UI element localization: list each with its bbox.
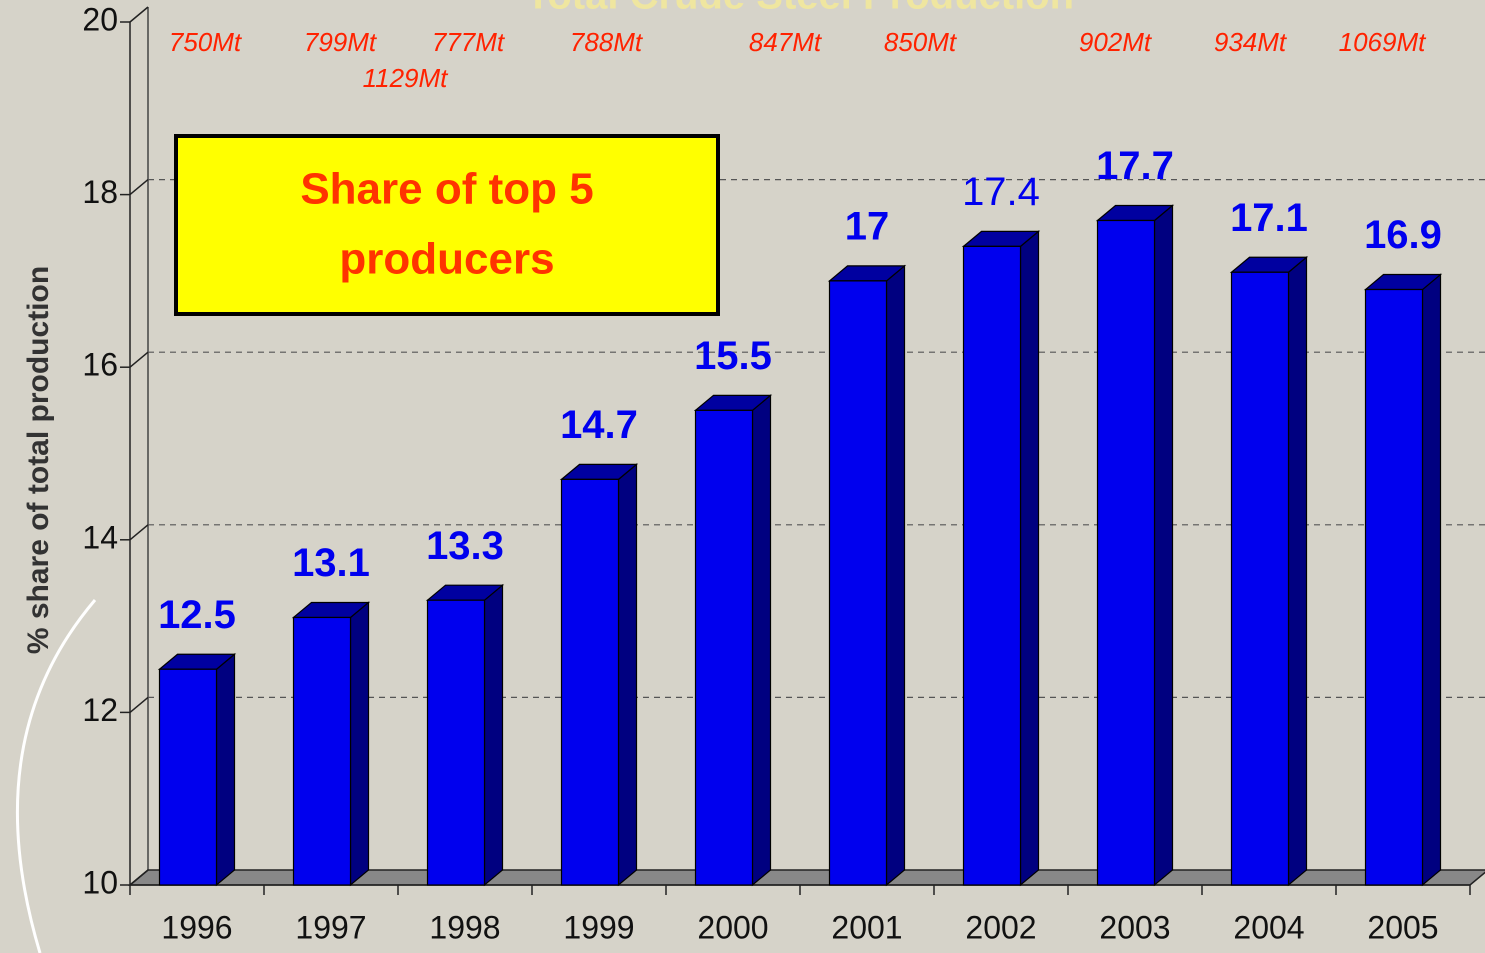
y-axis-label: % share of total production: [22, 266, 55, 654]
x-tick-label: 2001: [831, 909, 902, 945]
value-label: 13.3: [426, 524, 504, 568]
bar: [828, 280, 888, 886]
bar: [1230, 271, 1290, 886]
bar: [426, 599, 486, 886]
x-tick-label: 2002: [965, 909, 1036, 945]
plot: 10 12 14 16 18 20 1996 12.5 1997 13.1 1998 13.3 1999…: [82, 1, 1485, 945]
y-tick-label: 16: [82, 347, 118, 383]
annotation: 1069Mt: [1339, 27, 1427, 57]
value-label: 13.1: [292, 541, 370, 585]
bar: [1096, 219, 1156, 886]
y-tick-depth: [129, 351, 149, 368]
annotation: 788Mt: [570, 27, 644, 57]
y-tick-label: 20: [82, 1, 118, 37]
y-tick-depth: [129, 869, 149, 886]
annotation: 1129Mt: [363, 63, 450, 93]
x-tick-label: 1999: [563, 909, 634, 945]
bar-side: [1153, 204, 1174, 887]
y-tick-label: 12: [82, 692, 118, 728]
x-tick-label: 2004: [1233, 909, 1304, 945]
chart-title: Total Crude Steel Production: [526, 0, 1074, 18]
x-tick-label: 1997: [295, 909, 366, 945]
value-label: 17.7: [1096, 144, 1174, 188]
value-label: 15.5: [694, 334, 772, 378]
y-tick-depth: [129, 696, 149, 713]
bar: [158, 668, 218, 886]
value-label: 12.5: [158, 593, 236, 637]
box-text: producers: [339, 235, 554, 284]
decoration: [15, 599, 97, 953]
annotation: 850Mt: [884, 27, 958, 57]
y-tick-label: 18: [82, 174, 118, 210]
bar: [560, 478, 620, 886]
y-tick-label: 10: [82, 864, 118, 900]
bar-side: [617, 463, 638, 887]
x-tick-label: 2003: [1099, 909, 1170, 945]
x-tick-label: 2000: [697, 909, 768, 945]
annotation: 934Mt: [1214, 27, 1288, 57]
bar-side: [215, 652, 236, 887]
bar-side: [751, 394, 772, 887]
annotation: 799Mt: [304, 27, 378, 57]
bar: [694, 409, 754, 886]
bar-side: [349, 601, 370, 887]
x-tick-label: 2005: [1367, 909, 1438, 945]
bar-side: [885, 264, 906, 887]
annotation: 847Mt: [749, 27, 823, 57]
value-label: 17: [845, 204, 890, 248]
value-label: 17.1: [1230, 196, 1308, 240]
annotation: 750Mt: [169, 27, 243, 57]
x-tick-label: 1996: [161, 909, 232, 945]
bar: [962, 245, 1022, 886]
bar-side: [1287, 255, 1308, 887]
box-text: Share of top 5: [300, 165, 593, 214]
y-tick-depth: [129, 6, 149, 23]
x-tick-label: 1998: [429, 909, 500, 945]
bar-side: [1421, 273, 1442, 887]
value-label: 17.4: [962, 170, 1040, 214]
text-box: [174, 134, 720, 316]
bar-side: [1019, 230, 1040, 887]
bar: [292, 616, 352, 886]
value-label: 16.9: [1364, 213, 1442, 257]
annotation: 902Mt: [1079, 27, 1153, 57]
bar-side: [483, 583, 504, 887]
y-tick-label: 14: [82, 519, 118, 555]
annotation: 777Mt: [432, 27, 506, 57]
bar: [1364, 288, 1424, 886]
y-tick-depth: [129, 524, 149, 541]
value-label: 14.7: [560, 403, 638, 447]
y-tick-depth: [129, 179, 149, 196]
